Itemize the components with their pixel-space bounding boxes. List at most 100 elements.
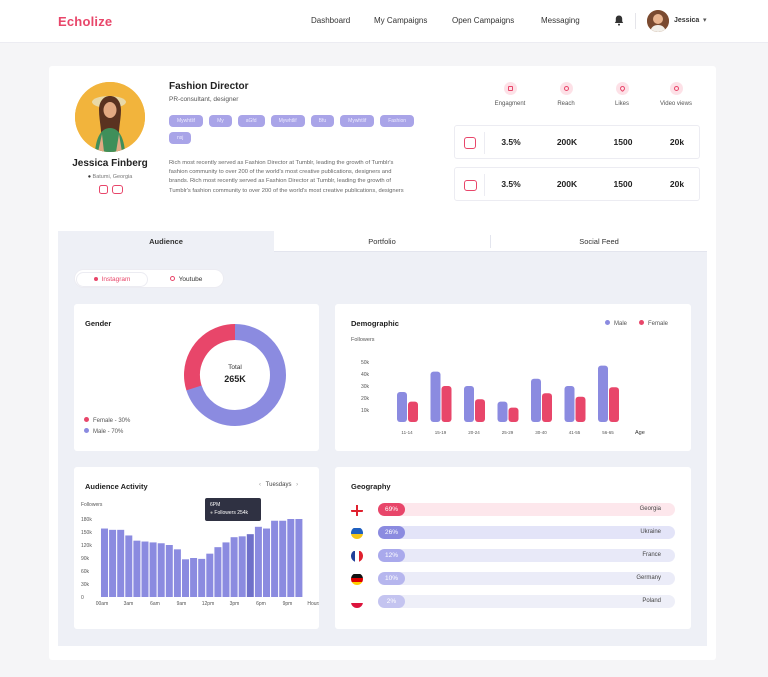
x-tick-label: Hours	[307, 601, 319, 607]
profile-tags: Mywhtlif My aGfd Mywhtlif Bfu Mywhtlif F…	[169, 115, 419, 144]
location-pin-icon: ●	[87, 174, 92, 180]
activity-bar	[109, 529, 117, 597]
activity-bar	[165, 545, 173, 597]
bar-male	[464, 386, 474, 422]
toggle-youtube[interactable]: Youtube	[153, 273, 219, 286]
bar-female	[408, 401, 418, 422]
toggle-instagram[interactable]: Instagram	[77, 273, 147, 286]
stat-likes: 1500	[613, 179, 633, 189]
demographic-card: Demographic Male Female Followers 50k 40k…	[335, 304, 691, 451]
tag[interactable]: Mywhtlif	[270, 115, 305, 127]
tag[interactable]: Mywhtlif	[169, 115, 204, 127]
x-tick-label: 6am	[150, 601, 160, 607]
stat-video-views: 20k	[669, 137, 685, 147]
poland-flag-icon	[351, 596, 363, 608]
nav-my-campaigns[interactable]: My Campaigns	[374, 16, 428, 25]
platform-toggle: Instagram Youtube	[74, 269, 224, 288]
activity-bar	[173, 549, 181, 597]
y-tick-label: 30k	[361, 384, 370, 390]
legend-dot	[84, 417, 89, 422]
gender-title: Gender	[85, 319, 112, 328]
user-avatar[interactable]	[647, 10, 669, 32]
chevron-left-icon[interactable]: ‹	[259, 482, 261, 488]
donut-total-value: 265K	[224, 374, 246, 384]
germany-flag-icon	[351, 573, 363, 585]
y-tick-label: 60k	[81, 569, 90, 575]
tag[interactable]: Mywhtlif	[340, 115, 375, 127]
chevron-down-icon[interactable]: ▾	[703, 17, 707, 24]
legend-dot	[84, 428, 89, 433]
activity-title: Audience Activity	[85, 482, 148, 491]
geo-row-poland: 2% Poland	[345, 595, 675, 608]
geo-percent: 2%	[378, 595, 405, 608]
x-tick-label: 41-55	[569, 430, 581, 435]
y-tick-label: 180k	[81, 517, 92, 523]
instagram-icon	[464, 137, 476, 149]
geo-row-ukraine: 26% Ukraine	[345, 526, 675, 539]
y-tick-label: 10k	[361, 408, 370, 414]
x-tick-label: 30-40	[535, 430, 547, 435]
activity-bar	[287, 519, 295, 597]
activity-bar	[271, 520, 279, 597]
tab-portfolio[interactable]: Portfolio	[368, 237, 396, 246]
stat-row-youtube: 3.5% 200K 1500 20k	[454, 167, 700, 201]
geo-percent: 69%	[378, 503, 405, 516]
tag[interactable]: My	[209, 115, 232, 127]
activity-bar	[295, 519, 303, 597]
bar-male	[497, 401, 508, 422]
activity-bar	[101, 528, 108, 597]
tag[interactable]: aGfd	[237, 115, 265, 127]
y-tick-label: 90k	[81, 556, 90, 562]
y-tick-label: 30k	[81, 582, 90, 588]
donut-total-label: Total	[228, 364, 242, 371]
bar-female	[508, 407, 519, 422]
geo-row-georgia: 69% Georgia	[345, 503, 675, 516]
gender-donut-chart	[184, 324, 286, 426]
bar-male	[564, 386, 575, 422]
brand-logo[interactable]: Echolize	[58, 14, 113, 29]
youtube-icon[interactable]	[112, 185, 123, 194]
nav-open-campaigns[interactable]: Open Campaigns	[452, 16, 515, 25]
geo-percent: 26%	[378, 526, 405, 539]
geo-track	[378, 549, 675, 562]
bar-male	[598, 365, 608, 422]
x-tick-label: 9pm	[283, 601, 293, 607]
top-navigation-bar: Echolize Dashboard My Campaigns Open Cam…	[0, 0, 768, 43]
activity-bar	[133, 540, 141, 597]
day-selector[interactable]: ‹ Tuesdays ›	[259, 482, 299, 488]
bar-female	[441, 386, 452, 422]
youtube-icon	[464, 180, 477, 191]
activity-bar	[125, 535, 133, 597]
tag[interactable]: Fashion	[380, 115, 415, 127]
eye-icon	[669, 82, 683, 95]
user-name[interactable]: Jessica	[674, 17, 700, 24]
tag[interactable]: nsj	[169, 132, 192, 144]
activity-bar-chart: 180k 150k 120k 90k 60k 30k 0 00am 3am 6am 9am 12pm 3…	[81, 517, 319, 607]
activity-bar	[117, 529, 125, 597]
bar-male	[430, 371, 441, 422]
heart-icon	[615, 82, 629, 95]
x-axis-label: Age	[635, 430, 645, 436]
bar-male	[397, 392, 407, 422]
x-tick-label: 20-24	[468, 430, 480, 435]
tab-audience[interactable]: Audience	[58, 231, 274, 252]
stat-reach: 200K	[556, 179, 578, 189]
bell-icon[interactable]	[614, 15, 624, 26]
geo-track	[378, 595, 675, 608]
y-axis-label: Followers	[351, 337, 375, 343]
tag[interactable]: Bfu	[310, 115, 335, 127]
nav-messaging[interactable]: Messaging	[541, 16, 580, 25]
geo-row-germany: 10% Germany	[345, 572, 675, 585]
geo-country: Georgia	[639, 506, 661, 512]
instagram-icon[interactable]	[99, 185, 108, 194]
chevron-right-icon[interactable]: ›	[296, 482, 299, 488]
x-tick-label: 6pm	[256, 601, 266, 607]
bar-female	[475, 399, 485, 422]
tab-social-feed[interactable]: Social Feed	[579, 237, 619, 246]
y-tick-label: 40k	[361, 372, 370, 378]
profile-location: ● Batumi, Georgia	[52, 174, 168, 180]
location-text: Batumi, Georgia	[92, 174, 133, 180]
stat-engagement: 3.5%	[501, 137, 521, 147]
nav-dashboard[interactable]: Dashboard	[311, 16, 351, 25]
geo-percent: 10%	[378, 572, 405, 585]
